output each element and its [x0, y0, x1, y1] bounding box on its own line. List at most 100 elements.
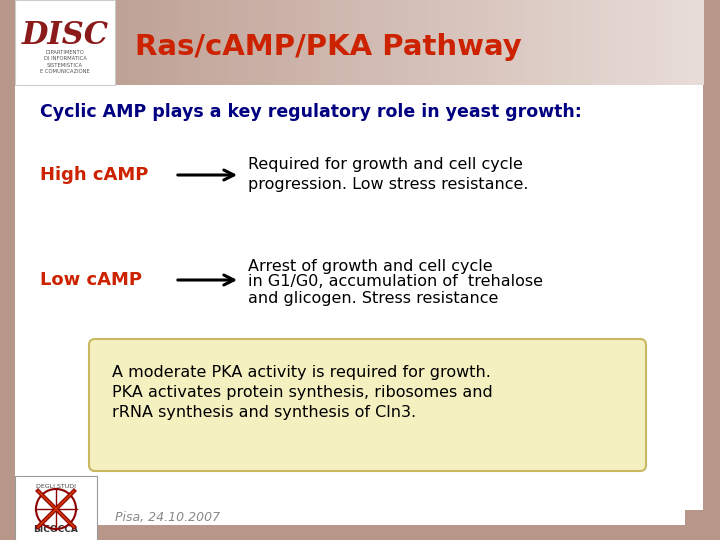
- Bar: [634, 0, 642, 85]
- Bar: [675, 0, 683, 85]
- Bar: [304, 0, 312, 85]
- Bar: [56, 0, 64, 85]
- Bar: [408, 0, 415, 85]
- Bar: [552, 0, 559, 85]
- Bar: [414, 0, 422, 85]
- Bar: [331, 0, 339, 85]
- Bar: [297, 0, 305, 85]
- Bar: [42, 0, 50, 85]
- Bar: [373, 0, 381, 85]
- Bar: [174, 0, 181, 85]
- Bar: [338, 0, 346, 85]
- Bar: [483, 0, 491, 85]
- Bar: [139, 0, 147, 85]
- Bar: [538, 0, 546, 85]
- Bar: [600, 0, 608, 85]
- Bar: [449, 0, 456, 85]
- Bar: [132, 0, 140, 85]
- Bar: [284, 0, 291, 85]
- Bar: [325, 0, 333, 85]
- Bar: [387, 0, 395, 85]
- Text: rRNA synthesis and synthesis of Cln3.: rRNA synthesis and synthesis of Cln3.: [112, 406, 416, 421]
- Bar: [689, 0, 697, 85]
- Bar: [311, 0, 319, 85]
- Bar: [70, 0, 78, 85]
- Bar: [222, 0, 229, 85]
- Bar: [565, 0, 573, 85]
- Text: DIPARTIMENTO
DI INFORMATICA
SISTEMISTICA
E COMUNICAZIONE: DIPARTIMENTO DI INFORMATICA SISTEMISTICA…: [40, 50, 90, 74]
- Bar: [510, 0, 518, 85]
- Bar: [421, 0, 429, 85]
- Bar: [118, 0, 126, 85]
- Bar: [441, 0, 449, 85]
- Bar: [517, 0, 525, 85]
- Bar: [63, 0, 71, 85]
- Text: DEGLI STUDI: DEGLI STUDI: [36, 484, 76, 489]
- Bar: [249, 0, 257, 85]
- Text: PKA activates protein synthesis, ribosomes and: PKA activates protein synthesis, ribosom…: [112, 386, 492, 401]
- Bar: [50, 0, 58, 85]
- Bar: [125, 0, 133, 85]
- Bar: [435, 0, 443, 85]
- Bar: [524, 0, 532, 85]
- Bar: [104, 0, 112, 85]
- Bar: [696, 0, 704, 85]
- Bar: [703, 0, 720, 540]
- Bar: [112, 0, 120, 85]
- Bar: [476, 0, 484, 85]
- Bar: [15, 0, 23, 85]
- Bar: [166, 0, 174, 85]
- Bar: [269, 0, 277, 85]
- Text: DISC: DISC: [22, 19, 109, 51]
- FancyBboxPatch shape: [89, 339, 646, 471]
- Bar: [15, 476, 97, 540]
- Text: Cyclic AMP plays a key regulatory role in yeast growth:: Cyclic AMP plays a key regulatory role i…: [40, 103, 582, 121]
- Bar: [290, 0, 298, 85]
- Bar: [145, 0, 153, 85]
- Bar: [531, 0, 539, 85]
- Bar: [613, 0, 621, 85]
- Bar: [366, 0, 374, 85]
- Bar: [593, 0, 600, 85]
- Bar: [242, 0, 250, 85]
- Bar: [235, 0, 243, 85]
- Bar: [700, 18, 720, 33]
- Bar: [662, 0, 670, 85]
- Bar: [428, 0, 436, 85]
- Text: BICOCCA: BICOCCA: [34, 525, 78, 535]
- Bar: [346, 0, 353, 85]
- Bar: [469, 0, 477, 85]
- Bar: [669, 0, 677, 85]
- Bar: [641, 0, 649, 85]
- Text: High cAMP: High cAMP: [40, 166, 148, 184]
- Bar: [160, 0, 167, 85]
- Bar: [194, 0, 202, 85]
- Bar: [215, 0, 222, 85]
- Text: Arrest of growth and cell cycle: Arrest of growth and cell cycle: [248, 259, 492, 273]
- Text: progression. Low stress resistance.: progression. Low stress resistance.: [248, 178, 528, 192]
- Bar: [15, 0, 115, 85]
- Bar: [400, 0, 408, 85]
- Bar: [352, 0, 360, 85]
- Bar: [256, 0, 264, 85]
- Bar: [579, 0, 587, 85]
- Bar: [621, 0, 629, 85]
- Bar: [685, 0, 720, 18]
- Text: and glicogen. Stress resistance: and glicogen. Stress resistance: [248, 291, 498, 306]
- Bar: [683, 0, 690, 85]
- Bar: [36, 0, 43, 85]
- Bar: [276, 0, 284, 85]
- Bar: [490, 0, 498, 85]
- Bar: [559, 0, 567, 85]
- Text: Low cAMP: Low cAMP: [40, 271, 142, 289]
- Bar: [497, 0, 505, 85]
- Bar: [29, 0, 37, 85]
- Bar: [586, 0, 594, 85]
- Bar: [207, 0, 215, 85]
- Text: Required for growth and cell cycle: Required for growth and cell cycle: [248, 158, 523, 172]
- Bar: [462, 0, 470, 85]
- Text: in G1/G0, accumulation of  trehalose: in G1/G0, accumulation of trehalose: [248, 274, 543, 289]
- Bar: [187, 0, 195, 85]
- Bar: [607, 0, 615, 85]
- Text: A moderate PKA activity is required for growth.: A moderate PKA activity is required for …: [112, 366, 491, 381]
